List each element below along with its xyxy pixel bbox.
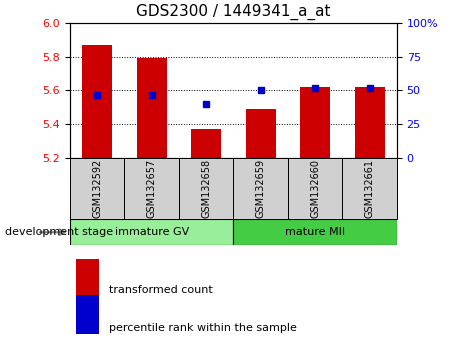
Bar [354, 87, 385, 158]
Text: GSM132658: GSM132658 [201, 159, 211, 218]
Bar [191, 129, 221, 158]
Text: GSM132592: GSM132592 [92, 159, 102, 218]
FancyBboxPatch shape [234, 219, 397, 245]
Bar [137, 58, 166, 158]
Text: GSM132659: GSM132659 [256, 159, 266, 218]
Text: transformed count: transformed count [109, 285, 213, 295]
FancyBboxPatch shape [179, 158, 234, 219]
Bar [77, 257, 99, 296]
Bar [246, 109, 276, 158]
FancyBboxPatch shape [342, 158, 397, 219]
Text: GSM132660: GSM132660 [310, 159, 320, 218]
FancyBboxPatch shape [70, 158, 124, 219]
FancyBboxPatch shape [234, 158, 288, 219]
Text: immature GV: immature GV [115, 227, 189, 237]
Bar [300, 87, 330, 158]
Text: development stage: development stage [5, 227, 113, 237]
Text: GSM132657: GSM132657 [147, 159, 156, 218]
Text: mature MII: mature MII [285, 227, 345, 237]
FancyBboxPatch shape [70, 219, 234, 245]
Title: GDS2300 / 1449341_a_at: GDS2300 / 1449341_a_at [136, 4, 331, 20]
Bar [77, 295, 99, 334]
FancyBboxPatch shape [288, 158, 342, 219]
FancyBboxPatch shape [124, 158, 179, 219]
Text: GSM132661: GSM132661 [364, 159, 375, 218]
Bar [82, 45, 112, 158]
Text: percentile rank within the sample: percentile rank within the sample [109, 322, 297, 333]
